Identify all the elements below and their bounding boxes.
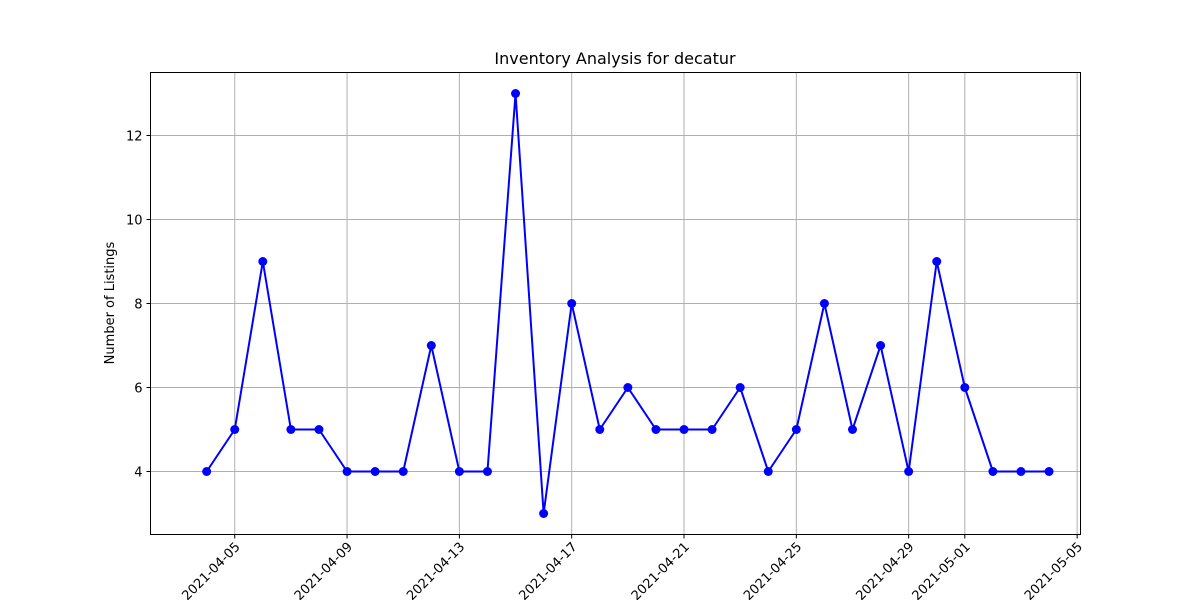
data-point xyxy=(904,467,914,476)
x-tick-label: 2021-05-01 xyxy=(910,540,974,600)
x-tick-label: 2021-04-13 xyxy=(404,540,468,600)
data-point xyxy=(932,257,942,266)
x-tick-label: 2021-04-05 xyxy=(180,540,244,600)
x-tick-label: 2021-04-25 xyxy=(741,540,805,600)
data-point xyxy=(960,383,970,392)
data-point xyxy=(707,425,717,434)
y-tick-label: 12 xyxy=(126,130,143,145)
series-group xyxy=(202,89,1054,518)
x-tick-label: 2021-04-09 xyxy=(292,540,356,600)
data-point xyxy=(370,467,380,476)
data-point xyxy=(482,467,492,476)
data-point xyxy=(342,467,352,476)
data-point xyxy=(876,341,886,350)
plot-frame xyxy=(150,72,1081,535)
y-tick-label: 4 xyxy=(134,466,142,481)
data-point xyxy=(623,383,633,392)
grid xyxy=(150,72,1081,535)
data-point xyxy=(426,341,436,350)
data-point xyxy=(679,425,689,434)
y-tick-label: 6 xyxy=(134,382,142,397)
axis-ticks: 4 6 8 10 12 2021-04-05 2021-04-09 2021-04-13 202… xyxy=(126,130,1086,600)
x-tick-label: 2021-04-29 xyxy=(853,540,917,600)
data-point xyxy=(511,89,521,98)
data-point xyxy=(454,467,464,476)
data-point xyxy=(791,425,801,434)
data-point xyxy=(651,425,661,434)
data-point xyxy=(230,425,240,434)
x-tick-label: 2021-04-17 xyxy=(516,540,580,600)
x-tick-label: 2021-05-05 xyxy=(1022,540,1086,600)
chart-title: Inventory Analysis for decatur xyxy=(494,49,736,68)
data-point xyxy=(286,425,296,434)
data-point xyxy=(847,425,857,434)
y-axis-label: Number of Listings xyxy=(103,241,118,364)
data-point xyxy=(314,425,324,434)
data-point xyxy=(398,467,408,476)
x-tick-label: 2021-04-21 xyxy=(629,540,693,600)
data-point xyxy=(763,467,773,476)
data-point xyxy=(539,509,549,518)
data-point xyxy=(595,425,605,434)
data-point xyxy=(567,299,577,308)
data-point xyxy=(258,257,268,266)
y-tick-label: 8 xyxy=(134,298,142,313)
data-point xyxy=(1044,467,1054,476)
data-point xyxy=(1016,467,1026,476)
y-tick-label: 10 xyxy=(126,214,143,229)
data-point xyxy=(819,299,829,308)
data-point xyxy=(988,467,998,476)
data-point xyxy=(735,383,745,392)
data-point xyxy=(202,467,212,476)
